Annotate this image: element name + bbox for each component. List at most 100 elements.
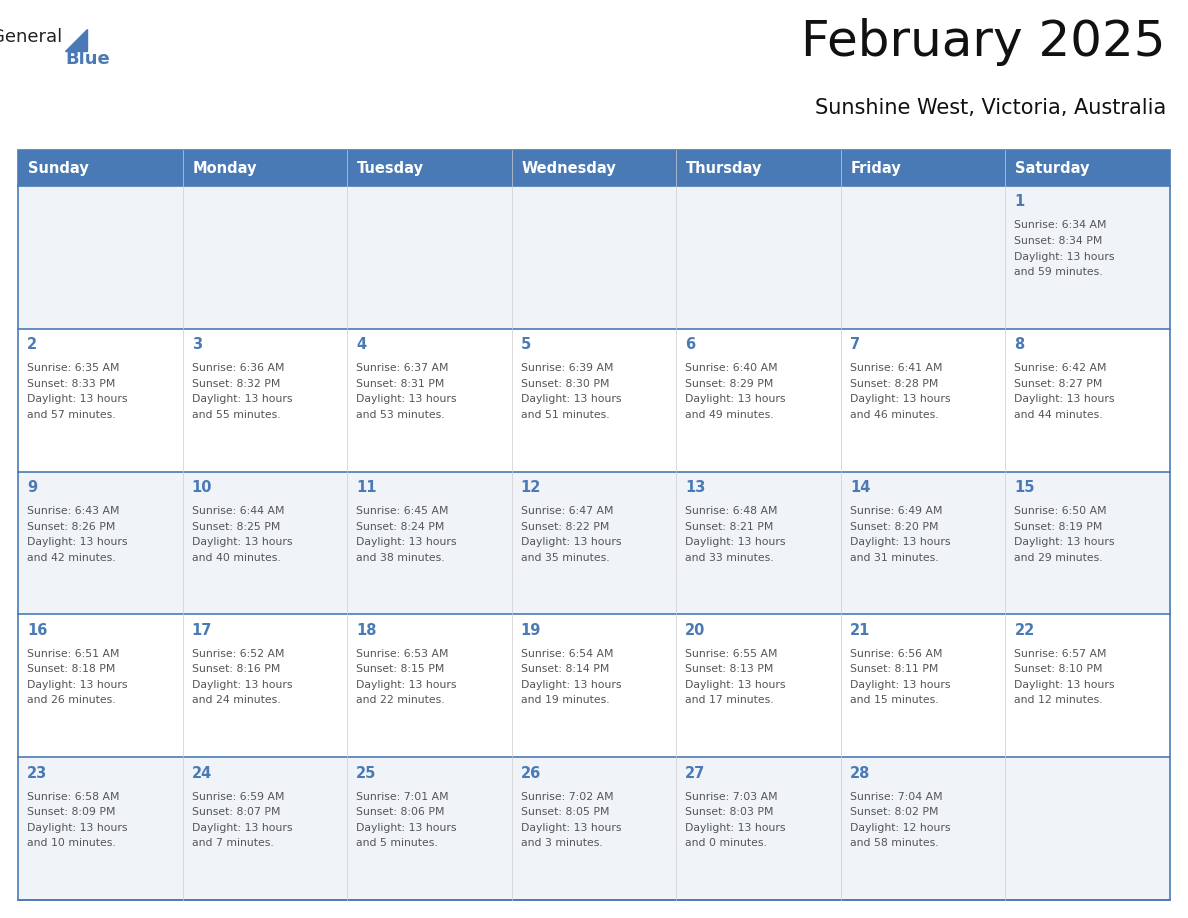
Bar bbox=[1005, 150, 1170, 186]
Text: Daylight: 13 hours: Daylight: 13 hours bbox=[191, 823, 292, 833]
Text: Daylight: 13 hours: Daylight: 13 hours bbox=[1015, 537, 1116, 547]
Text: Sunset: 8:31 PM: Sunset: 8:31 PM bbox=[356, 379, 444, 389]
Text: Daylight: 13 hours: Daylight: 13 hours bbox=[849, 537, 950, 547]
Text: and 3 minutes.: and 3 minutes. bbox=[520, 838, 602, 848]
Text: and 33 minutes.: and 33 minutes. bbox=[685, 553, 773, 563]
Text: Sunrise: 6:51 AM: Sunrise: 6:51 AM bbox=[27, 649, 120, 659]
Bar bbox=[512, 614, 676, 757]
Bar bbox=[676, 150, 841, 186]
Text: Friday: Friday bbox=[851, 161, 902, 175]
Text: Blue: Blue bbox=[65, 50, 109, 68]
Text: Daylight: 13 hours: Daylight: 13 hours bbox=[520, 537, 621, 547]
Text: Sunrise: 6:41 AM: Sunrise: 6:41 AM bbox=[849, 364, 942, 374]
Text: Sunshine West, Victoria, Australia: Sunshine West, Victoria, Australia bbox=[815, 98, 1165, 118]
Text: Sunrise: 6:59 AM: Sunrise: 6:59 AM bbox=[191, 791, 284, 801]
Text: and 17 minutes.: and 17 minutes. bbox=[685, 696, 773, 705]
Text: Daylight: 13 hours: Daylight: 13 hours bbox=[356, 680, 456, 690]
Bar bbox=[183, 614, 347, 757]
Bar bbox=[347, 186, 512, 329]
Text: Sunrise: 6:53 AM: Sunrise: 6:53 AM bbox=[356, 649, 449, 659]
Text: 14: 14 bbox=[849, 480, 871, 495]
Bar bbox=[347, 150, 512, 186]
Text: Daylight: 13 hours: Daylight: 13 hours bbox=[520, 395, 621, 404]
Text: Daylight: 13 hours: Daylight: 13 hours bbox=[356, 823, 456, 833]
Bar bbox=[841, 757, 1005, 900]
Text: 6: 6 bbox=[685, 337, 695, 353]
Text: Daylight: 13 hours: Daylight: 13 hours bbox=[27, 680, 127, 690]
Text: Thursday: Thursday bbox=[687, 161, 763, 175]
Text: and 24 minutes.: and 24 minutes. bbox=[191, 696, 280, 705]
Bar bbox=[841, 472, 1005, 614]
Text: and 46 minutes.: and 46 minutes. bbox=[849, 409, 939, 420]
Text: Sunset: 8:02 PM: Sunset: 8:02 PM bbox=[849, 807, 939, 817]
Bar bbox=[18, 757, 183, 900]
Text: Sunrise: 7:01 AM: Sunrise: 7:01 AM bbox=[356, 791, 449, 801]
Bar bbox=[347, 472, 512, 614]
Text: and 58 minutes.: and 58 minutes. bbox=[849, 838, 939, 848]
Text: Sunrise: 6:40 AM: Sunrise: 6:40 AM bbox=[685, 364, 778, 374]
Text: Sunrise: 6:39 AM: Sunrise: 6:39 AM bbox=[520, 364, 613, 374]
Text: Sunset: 8:19 PM: Sunset: 8:19 PM bbox=[1015, 521, 1102, 532]
Text: Daylight: 13 hours: Daylight: 13 hours bbox=[27, 395, 127, 404]
Text: and 15 minutes.: and 15 minutes. bbox=[849, 696, 939, 705]
Text: Sunset: 8:25 PM: Sunset: 8:25 PM bbox=[191, 521, 280, 532]
Text: and 5 minutes.: and 5 minutes. bbox=[356, 838, 438, 848]
Text: 16: 16 bbox=[27, 623, 48, 638]
Text: Daylight: 13 hours: Daylight: 13 hours bbox=[685, 823, 785, 833]
Text: and 10 minutes.: and 10 minutes. bbox=[27, 838, 115, 848]
Text: Daylight: 13 hours: Daylight: 13 hours bbox=[685, 395, 785, 404]
Text: 8: 8 bbox=[1015, 337, 1025, 353]
Text: Sunrise: 6:36 AM: Sunrise: 6:36 AM bbox=[191, 364, 284, 374]
Text: Sunrise: 6:48 AM: Sunrise: 6:48 AM bbox=[685, 506, 778, 516]
Text: 2: 2 bbox=[27, 337, 37, 353]
Text: and 19 minutes.: and 19 minutes. bbox=[520, 696, 609, 705]
Bar bbox=[512, 150, 676, 186]
Bar bbox=[676, 614, 841, 757]
Bar bbox=[1005, 329, 1170, 472]
Text: Sunset: 8:34 PM: Sunset: 8:34 PM bbox=[1015, 236, 1102, 246]
Bar bbox=[18, 186, 183, 329]
Text: Sunset: 8:05 PM: Sunset: 8:05 PM bbox=[520, 807, 609, 817]
Text: Daylight: 13 hours: Daylight: 13 hours bbox=[191, 537, 292, 547]
Text: 13: 13 bbox=[685, 480, 706, 495]
Text: Daylight: 12 hours: Daylight: 12 hours bbox=[849, 823, 950, 833]
Text: Sunrise: 6:45 AM: Sunrise: 6:45 AM bbox=[356, 506, 449, 516]
Text: Sunrise: 6:47 AM: Sunrise: 6:47 AM bbox=[520, 506, 613, 516]
Text: 1: 1 bbox=[1015, 195, 1025, 209]
Text: Sunrise: 6:35 AM: Sunrise: 6:35 AM bbox=[27, 364, 120, 374]
Bar bbox=[183, 150, 347, 186]
Text: Sunset: 8:07 PM: Sunset: 8:07 PM bbox=[191, 807, 280, 817]
Text: 15: 15 bbox=[1015, 480, 1035, 495]
Text: Sunrise: 6:44 AM: Sunrise: 6:44 AM bbox=[191, 506, 284, 516]
Bar bbox=[1005, 757, 1170, 900]
Text: February 2025: February 2025 bbox=[802, 18, 1165, 66]
Bar bbox=[183, 329, 347, 472]
Text: Daylight: 13 hours: Daylight: 13 hours bbox=[191, 680, 292, 690]
Text: Sunset: 8:09 PM: Sunset: 8:09 PM bbox=[27, 807, 115, 817]
Text: Sunrise: 6:37 AM: Sunrise: 6:37 AM bbox=[356, 364, 449, 374]
Text: 28: 28 bbox=[849, 766, 871, 780]
Text: Sunset: 8:18 PM: Sunset: 8:18 PM bbox=[27, 665, 115, 675]
Text: Sunset: 8:10 PM: Sunset: 8:10 PM bbox=[1015, 665, 1102, 675]
Text: Sunrise: 6:58 AM: Sunrise: 6:58 AM bbox=[27, 791, 120, 801]
Text: Sunrise: 6:50 AM: Sunrise: 6:50 AM bbox=[1015, 506, 1107, 516]
Bar bbox=[841, 614, 1005, 757]
Text: and 38 minutes.: and 38 minutes. bbox=[356, 553, 444, 563]
Text: and 7 minutes.: and 7 minutes. bbox=[191, 838, 273, 848]
Text: and 40 minutes.: and 40 minutes. bbox=[191, 553, 280, 563]
Text: Daylight: 13 hours: Daylight: 13 hours bbox=[520, 680, 621, 690]
Text: Daylight: 13 hours: Daylight: 13 hours bbox=[685, 680, 785, 690]
Text: 12: 12 bbox=[520, 480, 542, 495]
Text: and 12 minutes.: and 12 minutes. bbox=[1015, 696, 1104, 705]
Text: Sunday: Sunday bbox=[27, 161, 89, 175]
Text: Daylight: 13 hours: Daylight: 13 hours bbox=[191, 395, 292, 404]
Bar bbox=[676, 329, 841, 472]
Text: Sunset: 8:33 PM: Sunset: 8:33 PM bbox=[27, 379, 115, 389]
Bar bbox=[18, 472, 183, 614]
Text: Sunrise: 6:52 AM: Sunrise: 6:52 AM bbox=[191, 649, 284, 659]
Text: Sunrise: 6:57 AM: Sunrise: 6:57 AM bbox=[1015, 649, 1107, 659]
Text: and 26 minutes.: and 26 minutes. bbox=[27, 696, 115, 705]
Text: and 49 minutes.: and 49 minutes. bbox=[685, 409, 773, 420]
Text: General: General bbox=[0, 28, 62, 46]
Text: Sunrise: 7:04 AM: Sunrise: 7:04 AM bbox=[849, 791, 942, 801]
